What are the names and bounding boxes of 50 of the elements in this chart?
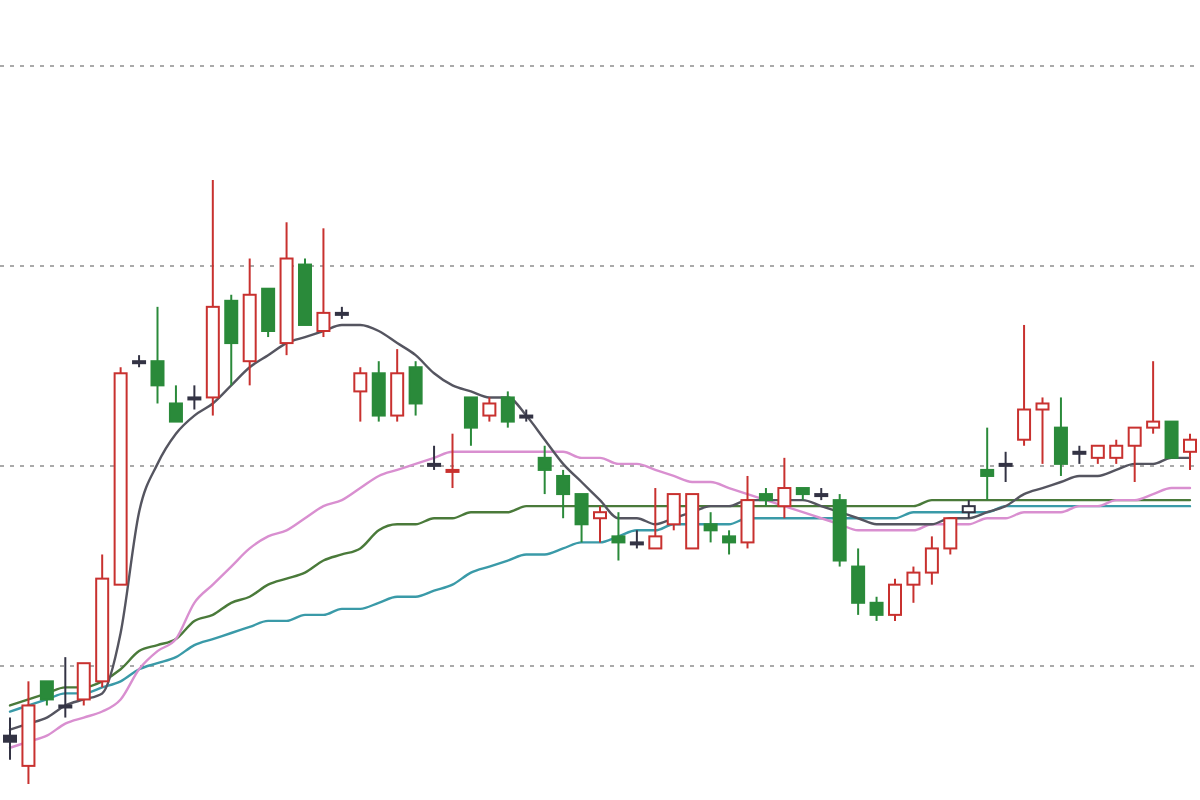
candlestick	[777, 456, 792, 520]
candlestick	[998, 450, 1013, 483]
candlestick	[869, 595, 884, 622]
candlestick	[611, 511, 626, 562]
candlestick	[261, 287, 276, 339]
candlestick	[961, 499, 976, 520]
candlestick	[556, 468, 571, 520]
candlestick	[482, 396, 497, 423]
candlestick	[1035, 396, 1050, 465]
candlestick	[703, 511, 718, 544]
candlestick	[537, 444, 552, 496]
candlestick	[224, 293, 239, 387]
candlestick	[445, 432, 460, 490]
candlestick	[187, 384, 202, 411]
candlestick	[3, 716, 17, 761]
candlestick	[463, 396, 478, 447]
candlestick	[851, 547, 866, 616]
candlestick	[924, 535, 939, 586]
candlestick	[943, 517, 958, 556]
candlestick	[758, 487, 773, 508]
candlestick	[316, 227, 331, 339]
candlestick	[1127, 426, 1142, 483]
candlestick	[574, 493, 589, 544]
candlestick	[371, 360, 386, 423]
candlestick	[1090, 444, 1105, 465]
candlestick	[168, 384, 183, 423]
candlestick	[722, 529, 737, 556]
candlestick	[353, 366, 368, 423]
candlestick	[1053, 396, 1068, 477]
candlestick	[888, 577, 902, 622]
candlestick	[593, 505, 607, 544]
candlestick	[629, 529, 644, 550]
candlestick	[648, 487, 663, 550]
candlestick	[906, 565, 921, 604]
candlestick	[500, 390, 515, 429]
candlestick	[1164, 420, 1179, 459]
candlestick	[1109, 438, 1124, 465]
candlestick	[1146, 360, 1161, 435]
candlestick	[76, 662, 91, 707]
candlestick	[58, 656, 73, 719]
candlestick	[390, 348, 405, 423]
candlestick	[408, 360, 423, 417]
candlestick	[666, 493, 681, 532]
candlestick	[150, 305, 165, 405]
candlestick	[39, 680, 54, 707]
candlestick	[427, 444, 442, 471]
candlestick	[1072, 444, 1087, 465]
candlestick	[980, 426, 995, 502]
candlestick	[1017, 323, 1032, 447]
candlestick	[740, 474, 755, 550]
